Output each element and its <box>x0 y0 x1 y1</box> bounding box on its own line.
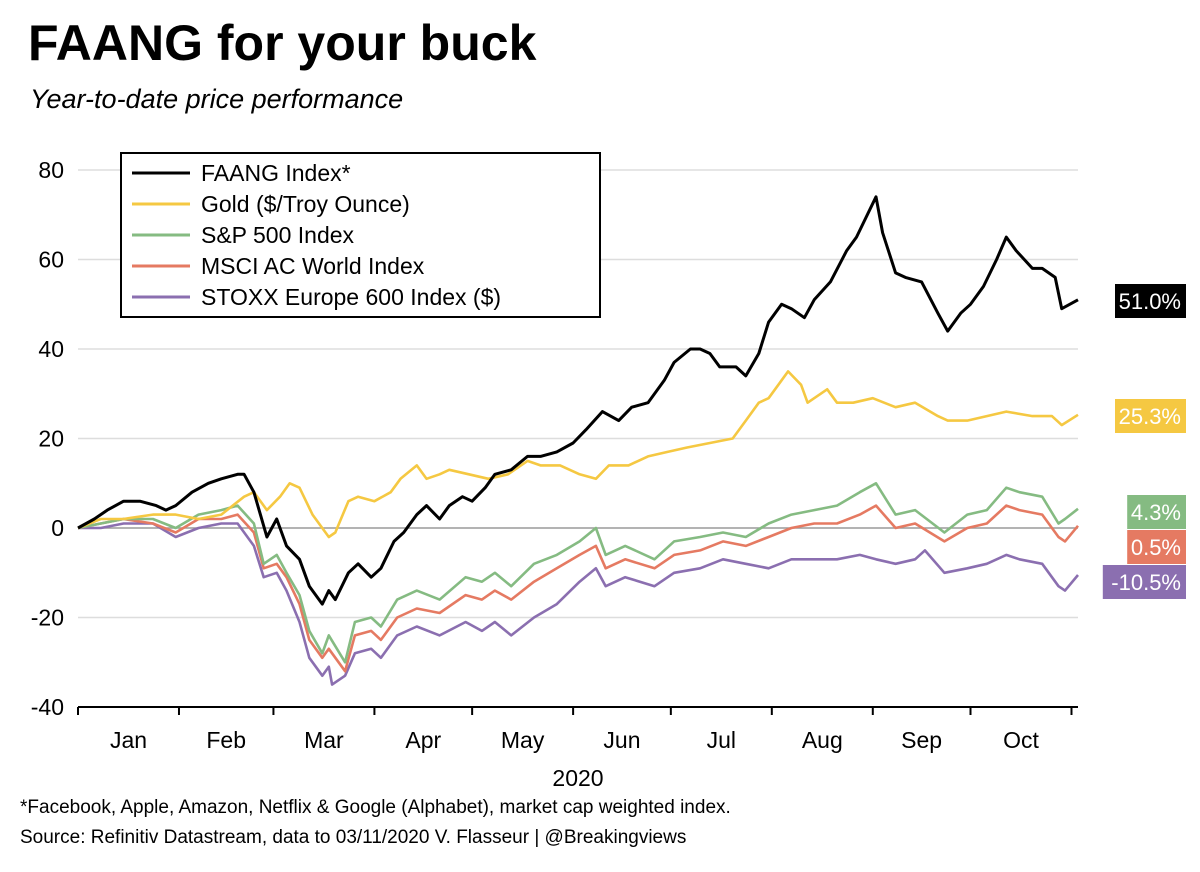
y-tick-label: 60 <box>38 247 64 273</box>
end-label: 25.3% <box>1119 404 1181 429</box>
source-note: Source: Refinitiv Datastream, data to 03… <box>20 827 687 848</box>
y-tick-label: 80 <box>38 157 64 183</box>
end-label-box <box>1127 495 1186 529</box>
x-tick-label: Jun <box>603 727 640 753</box>
series-line-0 <box>77 195 1079 606</box>
y-tick-label: 20 <box>38 426 64 452</box>
x-tick-label: Oct <box>1003 727 1039 753</box>
x-tick-label: Feb <box>206 727 246 753</box>
end-label-box <box>1115 284 1186 318</box>
x-axis-label: 2020 <box>552 765 603 791</box>
series-line-3 <box>77 504 1079 673</box>
x-tick-label: Mar <box>304 727 344 753</box>
x-tick-label: Jul <box>707 727 736 753</box>
x-axis: Jan Feb Mar Apr May Jun Jul Aug Sep Oct 2020 <box>77 706 1078 791</box>
end-label: -10.5% <box>1111 570 1181 595</box>
legend-label: S&P 500 Index <box>201 222 355 248</box>
x-tick-label: Apr <box>405 727 441 753</box>
end-label-box <box>1115 399 1186 433</box>
end-labels: 51.0% 25.3% 4.3% 0.5% -10.5% <box>1102 284 1186 599</box>
series-line-2 <box>77 482 1079 664</box>
x-tick-label: May <box>501 727 545 753</box>
y-tick-label: -20 <box>31 605 64 631</box>
legend-label: FAANG Index* <box>201 160 351 186</box>
y-tick-label: 40 <box>38 336 64 362</box>
end-label: 0.5% <box>1131 535 1181 560</box>
y-tick-label: 0 <box>51 515 64 541</box>
end-label: 4.3% <box>1131 500 1181 525</box>
legend-label: STOXX Europe 600 Index ($) <box>201 284 501 310</box>
end-label-box <box>1127 530 1186 564</box>
series-lines <box>77 195 1079 686</box>
chart-title: FAANG for your buck <box>28 15 537 71</box>
legend: FAANG Index* Gold ($/Troy Ounce) S&P 500 I… <box>120 152 601 318</box>
series-line-1 <box>77 370 1079 539</box>
legend-label: MSCI AC World Index <box>201 253 425 279</box>
x-tick-label: Sep <box>901 727 942 753</box>
end-label-box <box>1102 565 1186 599</box>
chart-subtitle: Year-to-date price performance <box>30 84 404 114</box>
footnote: *Facebook, Apple, Amazon, Netflix & Goog… <box>20 797 731 818</box>
legend-box <box>120 152 601 318</box>
legend-label: Gold ($/Troy Ounce) <box>201 191 410 217</box>
series-line-4 <box>78 522 1079 686</box>
end-label: 51.0% <box>1119 289 1181 314</box>
x-tick-label: Jan <box>110 727 147 753</box>
y-axis: 80 60 40 20 0 -20 -40 <box>31 157 64 720</box>
x-tick-label: Aug <box>802 727 843 753</box>
y-tick-label: -40 <box>31 694 64 720</box>
